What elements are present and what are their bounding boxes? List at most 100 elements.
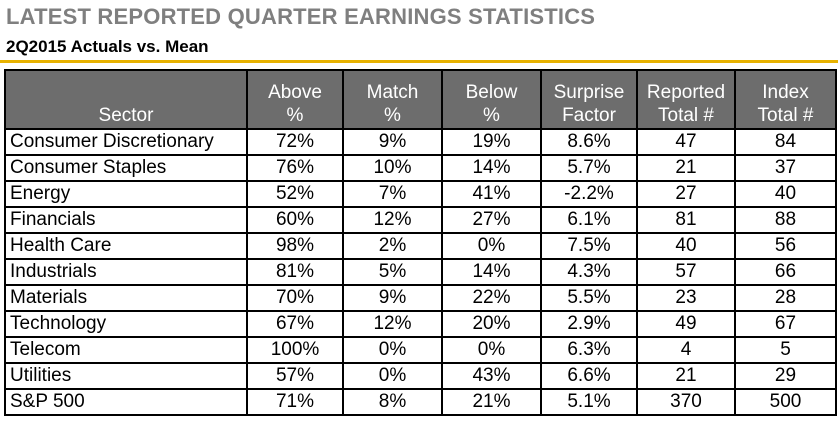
column-header-sector: Sector [4, 69, 248, 130]
column-header-index-total: Index Total # [734, 69, 837, 130]
index-total-cell: 66 [734, 258, 837, 286]
above-cell: 98% [246, 232, 344, 260]
above-cell: 70% [246, 284, 344, 312]
above-cell: 72% [246, 128, 344, 156]
above-cell: 67% [246, 310, 344, 338]
above-cell: 60% [246, 206, 344, 234]
surprise-factor-cell: 6.1% [540, 206, 638, 234]
below-cell: 22% [441, 284, 542, 312]
index-total-cell: 88 [734, 206, 837, 234]
table-row: Utilities 57% 0% 43% 6.6% 21 29 [4, 362, 837, 390]
surprise-factor-cell: 5.1% [540, 388, 638, 416]
sector-cell: Energy [4, 180, 248, 208]
surprise-factor-cell: 6.3% [540, 336, 638, 364]
sector-cell: S&P 500 [4, 388, 248, 416]
index-total-cell: 56 [734, 232, 837, 260]
above-cell: 57% [246, 362, 344, 390]
reported-total-cell: 23 [636, 284, 736, 312]
table-row: Energy 52% 7% 41% -2.2% 27 40 [4, 180, 837, 208]
match-cell: 9% [342, 128, 443, 156]
below-cell: 20% [441, 310, 542, 338]
below-cell: 14% [441, 258, 542, 286]
above-cell: 76% [246, 154, 344, 182]
match-cell: 12% [342, 310, 443, 338]
sector-cell: Materials [4, 284, 248, 312]
match-cell: 8% [342, 388, 443, 416]
index-total-cell: 28 [734, 284, 837, 312]
surprise-factor-cell: 5.7% [540, 154, 638, 182]
table-row: Consumer Discretionary 72% 9% 19% 8.6% 47 84 [4, 128, 837, 156]
sector-cell: Utilities [4, 362, 248, 390]
column-header-match: Match% [342, 69, 443, 130]
match-cell: 9% [342, 284, 443, 312]
table-row: Health Care 98% 2% 0% 7.5% 40 56 [4, 232, 837, 260]
table-row: S&P 500 71% 8% 21% 5.1% 370 500 [4, 388, 837, 416]
above-cell: 52% [246, 180, 344, 208]
table-row: Financials 60% 12% 27% 6.1% 81 88 [4, 206, 837, 234]
table-row: Consumer Staples 76% 10% 14% 5.7% 21 37 [4, 154, 837, 182]
table-row: Technology 67% 12% 20% 2.9% 49 67 [4, 310, 837, 338]
surprise-factor-cell: 5.5% [540, 284, 638, 312]
index-total-cell: 67 [734, 310, 837, 338]
surprise-factor-cell: 2.9% [540, 310, 638, 338]
reported-total-cell: 370 [636, 388, 736, 416]
surprise-factor-cell: -2.2% [540, 180, 638, 208]
surprise-factor-cell: 4.3% [540, 258, 638, 286]
reported-total-cell: 57 [636, 258, 736, 286]
index-total-cell: 5 [734, 336, 837, 364]
above-cell: 100% [246, 336, 344, 364]
match-cell: 12% [342, 206, 443, 234]
sector-cell: Technology [4, 310, 248, 338]
index-total-cell: 29 [734, 362, 837, 390]
surprise-factor-cell: 7.5% [540, 232, 638, 260]
below-cell: 14% [441, 154, 542, 182]
above-cell: 71% [246, 388, 344, 416]
below-cell: 21% [441, 388, 542, 416]
table-row: Industrials 81% 5% 14% 4.3% 57 66 [4, 258, 837, 286]
column-header-above: Above% [246, 69, 344, 130]
table-row: Telecom 100% 0% 0% 6.3% 4 5 [4, 336, 837, 364]
column-header-below: Below% [441, 69, 542, 130]
table-header-row: Sector Above% Match% Below% Surprise Fact… [4, 69, 837, 130]
column-header-surprise-factor: Surprise Factor [540, 69, 638, 130]
match-cell: 0% [342, 336, 443, 364]
page-subtitle: 2Q2015 Actuals vs. Mean [6, 37, 209, 56]
below-cell: 43% [441, 362, 542, 390]
index-total-cell: 84 [734, 128, 837, 156]
below-cell: 0% [441, 336, 542, 364]
match-cell: 5% [342, 258, 443, 286]
below-cell: 41% [441, 180, 542, 208]
match-cell: 0% [342, 362, 443, 390]
index-total-cell: 500 [734, 388, 837, 416]
sector-cell: Financials [4, 206, 248, 234]
match-cell: 7% [342, 180, 443, 208]
sector-cell: Telecom [4, 336, 248, 364]
table-row: Materials 70% 9% 22% 5.5% 23 28 [4, 284, 837, 312]
reported-total-cell: 81 [636, 206, 736, 234]
column-header-reported-total: Reported Total # [636, 69, 736, 130]
surprise-factor-cell: 8.6% [540, 128, 638, 156]
below-cell: 27% [441, 206, 542, 234]
reported-total-cell: 21 [636, 154, 736, 182]
reported-total-cell: 49 [636, 310, 736, 338]
reported-total-cell: 47 [636, 128, 736, 156]
page-title: LATEST REPORTED QUARTER EARNINGS STATIST… [6, 4, 596, 29]
reported-total-cell: 4 [636, 336, 736, 364]
sector-cell: Industrials [4, 258, 248, 286]
surprise-factor-cell: 6.6% [540, 362, 638, 390]
title-divider [0, 60, 838, 63]
sector-cell: Health Care [4, 232, 248, 260]
earnings-statistics-table: Sector Above% Match% Below% Surprise Fact… [4, 69, 837, 416]
reported-total-cell: 27 [636, 180, 736, 208]
reported-total-cell: 21 [636, 362, 736, 390]
sector-cell: Consumer Discretionary [4, 128, 248, 156]
index-total-cell: 40 [734, 180, 837, 208]
below-cell: 0% [441, 232, 542, 260]
below-cell: 19% [441, 128, 542, 156]
match-cell: 10% [342, 154, 443, 182]
match-cell: 2% [342, 232, 443, 260]
reported-total-cell: 40 [636, 232, 736, 260]
above-cell: 81% [246, 258, 344, 286]
index-total-cell: 37 [734, 154, 837, 182]
sector-cell: Consumer Staples [4, 154, 248, 182]
